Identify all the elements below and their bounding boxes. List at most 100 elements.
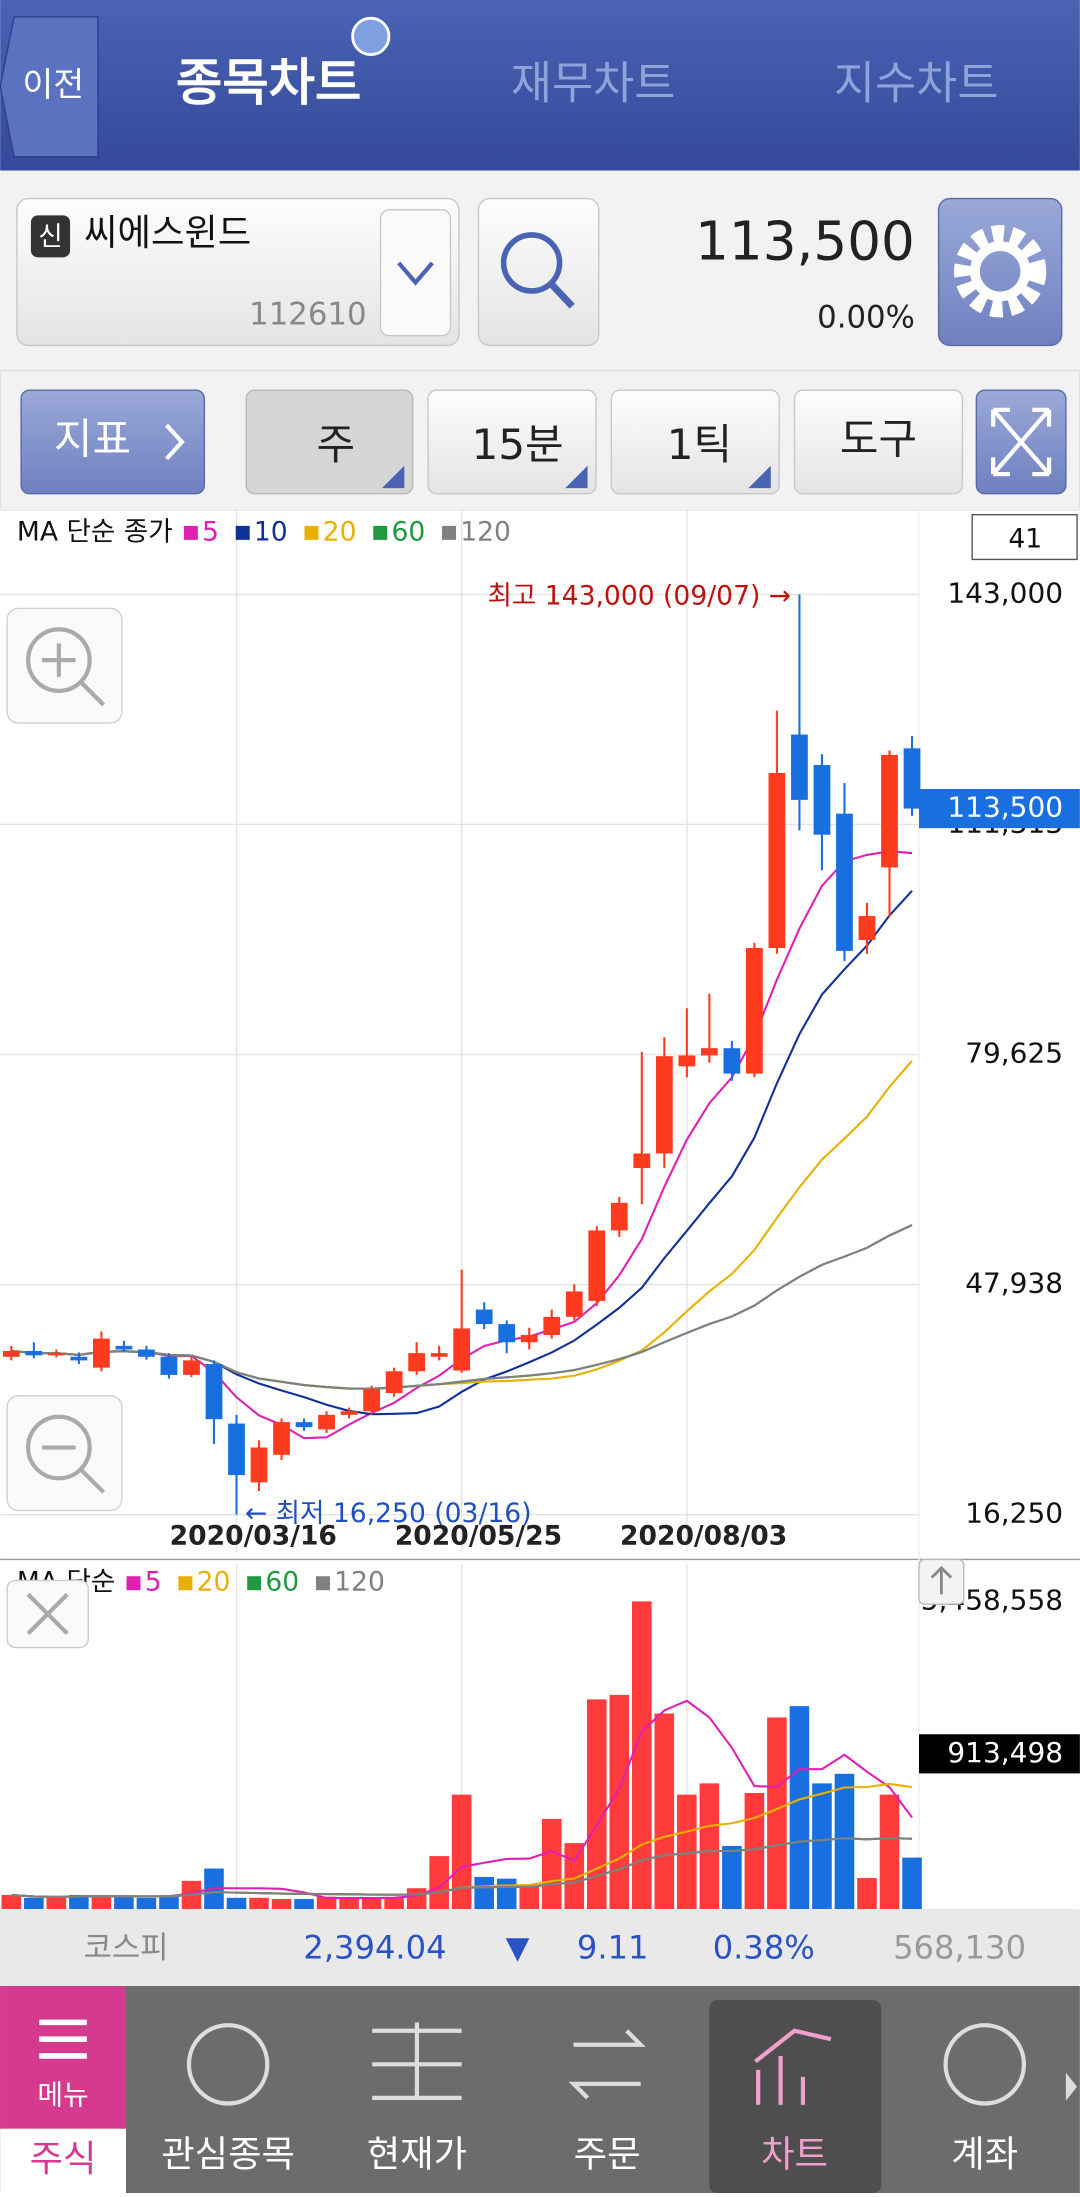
legend-swatch: [304, 525, 319, 540]
high-annotation: 최고 143,000 (09/07) →: [487, 581, 791, 612]
legend-label: 5: [145, 1567, 162, 1598]
legend-swatch: [126, 1576, 141, 1591]
nav-tab[interactable]: 관심종목: [161, 2133, 295, 2176]
tick-button[interactable]: [610, 389, 780, 495]
legend-label: 120: [334, 1567, 385, 1598]
stock-box[interactable]: [16, 197, 460, 347]
candle-body: [340, 1411, 358, 1415]
candle-body: [723, 1048, 741, 1074]
nav-tab[interactable]: 주식: [30, 2137, 97, 2180]
market-volume: 568,130: [893, 1929, 1026, 1967]
candle-body: [498, 1324, 516, 1343]
legend-label: 120: [460, 516, 511, 547]
badge: 신: [38, 221, 62, 252]
nav-tab[interactable]: 차트: [761, 2133, 828, 2176]
gear-icon: [970, 241, 1031, 302]
volume-bar: [902, 1857, 922, 1910]
y-tick-label: 143,000: [947, 576, 1063, 609]
change: 0.00%: [817, 299, 915, 335]
candle-body: [183, 1360, 200, 1375]
tab[interactable]: 재무차트: [511, 57, 676, 110]
legend-label: 60: [265, 1567, 299, 1598]
volume-bar: [812, 1783, 832, 1910]
settings-button[interactable]: [937, 197, 1063, 347]
x-tick-label: 2020/05/25: [395, 1521, 562, 1552]
candle-body: [791, 734, 808, 800]
last-price-box: [919, 789, 1080, 829]
candle-body: [881, 754, 898, 868]
candle-body: [47, 1353, 65, 1356]
volume-bar: [429, 1856, 449, 1910]
candle-body: [768, 773, 786, 948]
indicator-button[interactable]: [20, 389, 206, 495]
tools-label: 도구: [840, 414, 917, 463]
volume-bar: [91, 1894, 112, 1910]
period-button[interactable]: [245, 389, 414, 495]
volume-bar: [159, 1896, 179, 1910]
volume-bar: [46, 1897, 67, 1910]
zoom-in[interactable]: [6, 607, 123, 724]
volume-bar: [114, 1896, 134, 1910]
market-arrow: ▼: [506, 1930, 530, 1966]
close-icon: [26, 1592, 69, 1636]
zoom-icon: [26, 627, 92, 694]
candle-body: [543, 1316, 561, 1335]
legend-title: MA 단순 종가: [17, 516, 173, 547]
candle-body: [903, 748, 921, 809]
header-bar: [0, 0, 1080, 171]
candle-body: [453, 1328, 471, 1371]
back-button[interactable]: [0, 16, 99, 158]
volume-bar: [294, 1898, 314, 1910]
minute-button[interactable]: [427, 389, 597, 495]
legend-swatch: [235, 525, 250, 540]
zoom-out[interactable]: [6, 1395, 123, 1512]
nav-tab[interactable]: 계좌: [951, 2133, 1018, 2176]
volume-bar: [677, 1794, 697, 1910]
tick-label: 1틱: [667, 420, 732, 469]
nav-more[interactable]: [1065, 2072, 1078, 2101]
legend-label: 5: [202, 516, 219, 547]
tools-button[interactable]: [793, 389, 964, 495]
volume-bar: [834, 1773, 855, 1910]
volume-bar: [136, 1897, 157, 1910]
volume-bar: [249, 1897, 269, 1910]
search-button[interactable]: [477, 197, 600, 347]
tab[interactable]: 지수차트: [834, 57, 999, 110]
nav-tab[interactable]: 주문: [574, 2133, 641, 2176]
legend-swatch: [373, 525, 388, 540]
candle-body: [520, 1334, 538, 1343]
volume-bar: [519, 1886, 540, 1910]
candle-body: [655, 1056, 673, 1154]
nav-tab[interactable]: 현재가: [367, 2133, 467, 2176]
volume-bar: [654, 1713, 675, 1910]
volume-bar: [271, 1898, 292, 1910]
candle-body: [408, 1353, 426, 1372]
stock-code: 112610: [249, 297, 366, 333]
tab-active[interactable]: 종목차트: [176, 53, 361, 112]
dropdown[interactable]: [379, 209, 452, 337]
search-icon: [500, 232, 563, 294]
scroll-icon: [930, 1565, 953, 1595]
badge-bg: [30, 215, 71, 258]
low-annotation: ← 최저 16,250 (03/16): [245, 1498, 532, 1529]
candle-body: [295, 1422, 313, 1428]
candle-body: [250, 1447, 268, 1483]
tab-badge: [351, 16, 391, 56]
legend-label: 20: [197, 1567, 231, 1598]
candle-body: [363, 1389, 381, 1412]
market-bar: [0, 1909, 1080, 1987]
last-volume-box: [919, 1734, 1080, 1774]
volume-bar: [316, 1896, 337, 1910]
volume-bar: [857, 1878, 877, 1910]
volume-bar: [474, 1876, 494, 1910]
volume-bar: [496, 1878, 517, 1910]
candle-body: [700, 1048, 718, 1056]
candle-body: [430, 1353, 448, 1357]
last-volume: 913,498: [947, 1736, 1063, 1769]
search-icon: [548, 281, 575, 309]
x-tick-label: 2020/08/03: [620, 1521, 787, 1552]
market-value: 2,394.04: [303, 1929, 446, 1967]
dropdown-marker: [381, 465, 771, 489]
